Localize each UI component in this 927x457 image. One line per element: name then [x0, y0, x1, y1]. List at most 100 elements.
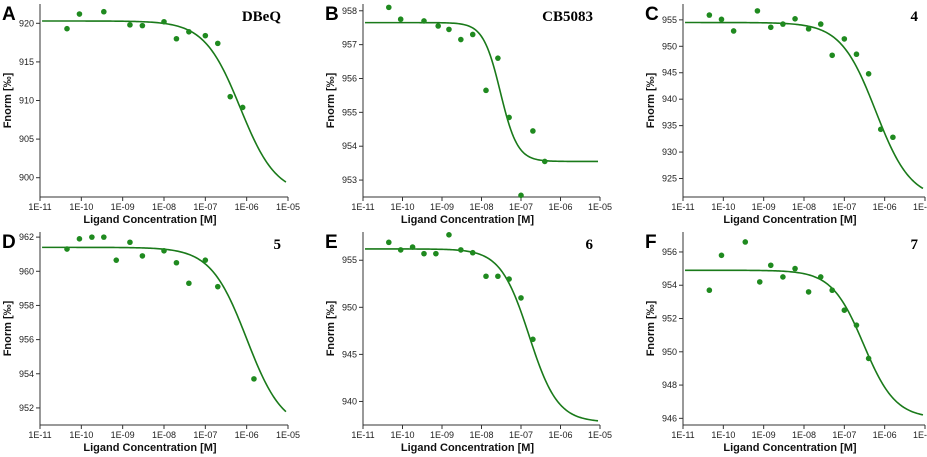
data-point	[239, 104, 246, 111]
x-tick-label: 1E-06	[548, 430, 572, 440]
data-point	[202, 257, 209, 263]
compound-title: 4	[911, 9, 919, 25]
data-point	[530, 128, 536, 134]
x-axis-label: Ligand Concentration [M]	[83, 442, 217, 454]
x-tick-label: 1E-05	[276, 202, 300, 212]
data-point	[202, 32, 209, 39]
data-point	[817, 21, 824, 27]
x-tick-label: 1E-06	[873, 202, 897, 212]
y-tick-label: 925	[662, 173, 677, 183]
y-tick-label: 956	[662, 247, 677, 257]
data-point	[756, 279, 763, 285]
x-axis-label: Ligand Concentration [M]	[723, 214, 857, 226]
data-point	[853, 51, 860, 58]
compound-title: 7	[911, 237, 919, 253]
x-tick-label: 1E-08	[792, 430, 816, 440]
panel-letter: E	[325, 232, 338, 253]
data-point	[792, 265, 798, 272]
y-tick-label: 930	[662, 147, 677, 157]
data-point	[127, 22, 133, 28]
data-point	[113, 257, 120, 263]
y-tick-label: 940	[662, 94, 677, 104]
data-point	[841, 307, 848, 313]
y-axis-label: Fnorm [‰]	[325, 72, 337, 128]
x-tick-label: 1E-11	[351, 202, 374, 212]
data-point	[173, 35, 180, 42]
data-point	[161, 18, 167, 25]
y-tick-label: 946	[662, 413, 677, 423]
data-point	[805, 26, 812, 32]
x-tick-label: 1E-10	[69, 430, 93, 440]
data-point	[518, 295, 524, 301]
data-point	[139, 22, 146, 29]
data-point	[435, 23, 441, 29]
data-point	[718, 252, 725, 259]
x-tick-label: 1E-11	[351, 430, 374, 440]
x-tick-label: 1E-10	[711, 202, 735, 212]
x-tick-label: 1E-06	[235, 430, 259, 440]
fit-curve	[42, 246, 287, 413]
data-point	[101, 8, 107, 15]
x-tick-label: 1E-10	[69, 202, 93, 212]
x-tick-label: 1E-10	[711, 430, 735, 440]
y-tick-label: 920	[19, 18, 34, 28]
y-axis-label: Fnorm [‰]	[2, 300, 14, 356]
data-point	[386, 239, 392, 246]
y-tick-label: 955	[342, 255, 357, 265]
data-point	[458, 247, 464, 253]
data-point	[397, 16, 404, 23]
x-tick-label: 1E-11	[671, 202, 694, 212]
data-point	[754, 8, 761, 14]
y-tick-label: 915	[19, 57, 34, 67]
data-point	[742, 239, 749, 245]
x-tick-label: 1E-09	[430, 202, 454, 212]
data-point	[397, 247, 404, 253]
x-tick-label: 1E-09	[111, 202, 135, 212]
y-tick-label: 910	[19, 96, 34, 106]
data-point	[805, 289, 812, 295]
x-axis-label: Ligand Concentration [M]	[401, 442, 535, 454]
y-tick-label: 952	[19, 403, 34, 413]
x-tick-label: 1E-05	[913, 202, 927, 212]
panel-letter: D	[2, 232, 16, 253]
data-point	[386, 4, 392, 11]
panel-e: 1E-11 1E-10 1E-09 1E-08 1E-07 1E-06 1E-05 940 94…	[325, 232, 612, 454]
x-tick-label: 1E-05	[276, 430, 300, 440]
data-point	[829, 52, 835, 59]
data-point	[227, 93, 234, 100]
y-tick-label: 950	[662, 41, 677, 51]
x-tick-label: 1E-05	[588, 430, 612, 440]
data-point	[101, 234, 107, 240]
data-point	[890, 134, 896, 141]
x-tick-label: 1E-05	[588, 202, 612, 212]
x-axis-label: Ligand Concentration [M]	[401, 214, 535, 226]
x-axis-label: Ligand Concentration [M]	[83, 214, 217, 226]
x-tick-label: 1E-07	[509, 430, 533, 440]
fit-curve	[685, 21, 924, 190]
x-tick-label: 1E-11	[671, 430, 694, 440]
data-point	[127, 239, 133, 246]
data-point	[780, 21, 786, 27]
data-point	[433, 250, 439, 257]
data-point	[469, 249, 476, 256]
panel-c: 1E-11 1E-10 1E-09 1E-08 1E-07 1E-06 1E-05 925 93…	[645, 4, 927, 226]
panel-d: 1E-11 1E-10 1E-09 1E-08 1E-07 1E-06 1E-05 952 95…	[2, 232, 300, 454]
data-point	[730, 28, 737, 34]
y-tick-label: 940	[342, 396, 357, 406]
y-axis-label: Fnorm [‰]	[645, 72, 657, 128]
x-tick-label: 1E-07	[193, 430, 217, 440]
y-tick-label: 958	[342, 6, 357, 16]
y-tick-label: 945	[662, 68, 677, 78]
data-point	[706, 12, 713, 18]
y-tick-label: 956	[342, 73, 357, 83]
panel-b: 1E-11 1E-10 1E-09 1E-08 1E-07 1E-06 1E-05 953 95…	[325, 4, 612, 226]
x-tick-label: 1E-08	[469, 202, 493, 212]
x-tick-label: 1E-06	[873, 430, 897, 440]
x-tick-label: 1E-10	[390, 430, 414, 440]
data-point	[865, 70, 872, 77]
data-point	[506, 276, 512, 282]
data-point	[186, 280, 192, 287]
data-point	[483, 87, 489, 94]
data-point	[214, 283, 221, 290]
